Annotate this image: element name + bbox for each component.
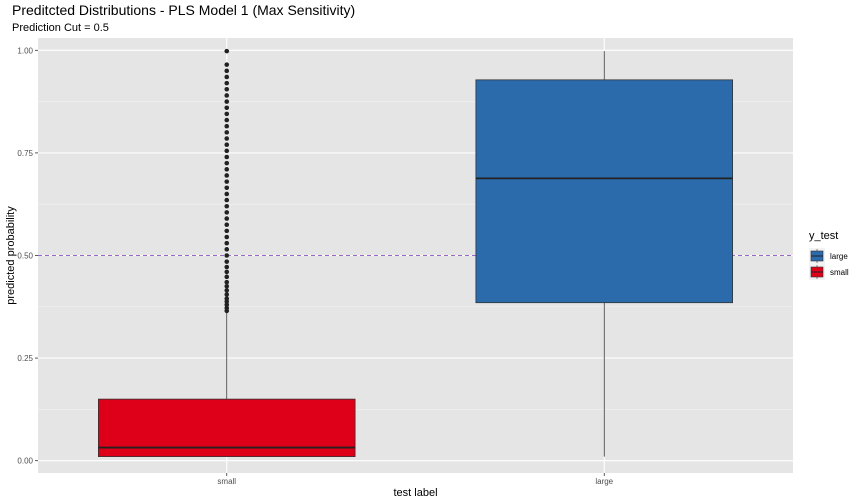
y-axis-title: predicted probability [5,206,17,305]
outlier-point [224,167,230,172]
y-tick-label: 0.00 [17,457,33,466]
outlier-point [224,99,230,104]
outlier-point [224,86,230,92]
x-axis-ticks: small large [217,473,614,486]
box-body [475,79,734,304]
outlier-point [224,216,230,221]
legend-label-large: large [830,252,848,261]
outlier-point [224,62,230,67]
outlier-point [224,279,230,285]
outlier-point [224,269,230,275]
outlier-point [224,292,230,297]
outlier-point [224,185,230,191]
outlier-point [224,111,230,117]
x-axis-title: test label [393,487,437,499]
outlier-point [224,210,230,215]
outlier-point [224,136,230,141]
outlier-point [224,264,230,270]
outlier-point [224,222,230,228]
outlier-point [224,80,230,86]
chart-subtitle: Prediction Cut = 0.5 [12,22,109,34]
outlier-point [224,173,230,178]
legend-title: y_test [809,230,838,242]
boxes-group [98,48,734,457]
outlier-point [224,154,230,160]
outlier-point [224,234,230,240]
y-axis-ticks: 0.00 0.25 0.50 0.75 1.00 [17,46,38,466]
outlier-point [224,179,230,184]
y-tick-label: 0.50 [17,252,33,261]
outlier-point [224,228,230,234]
outlier-point [224,130,230,135]
outlier-point [224,259,230,264]
outlier-point [224,305,230,311]
outlier-point [224,68,230,74]
outlier-point [224,105,230,111]
outlier-point [224,93,230,98]
x-tick-label: small [217,477,236,486]
outlier-point [224,283,230,289]
outlier-point [224,296,230,301]
chart-title: Preditcted Distributions - PLS Model 1 (… [12,2,355,18]
box-large [475,51,734,457]
y-tick-label: 0.75 [17,149,33,158]
outlier-point [224,288,230,293]
legend-key-large [809,248,825,264]
outlier-point [224,274,230,280]
outlier-point [224,74,230,80]
outlier-point [224,302,230,308]
outlier-point [224,148,230,154]
outlier-point [224,253,230,258]
outlier-point [224,240,230,246]
outlier-point [224,191,230,197]
legend: y_test large small [809,230,849,280]
outlier-point [224,197,230,203]
outlier-point [224,160,230,166]
outlier-point [224,48,230,54]
legend-key-small [809,264,825,280]
x-tick-label: large [595,477,613,486]
y-tick-label: 0.25 [17,354,33,363]
outlier-point [224,123,230,129]
outlier-point [224,142,230,147]
y-tick-label: 1.00 [17,46,33,55]
outlier-point [224,117,230,123]
legend-label-small: small [830,268,849,277]
outlier-point [224,203,230,209]
outlier-point [224,247,230,252]
box-small [98,48,356,457]
